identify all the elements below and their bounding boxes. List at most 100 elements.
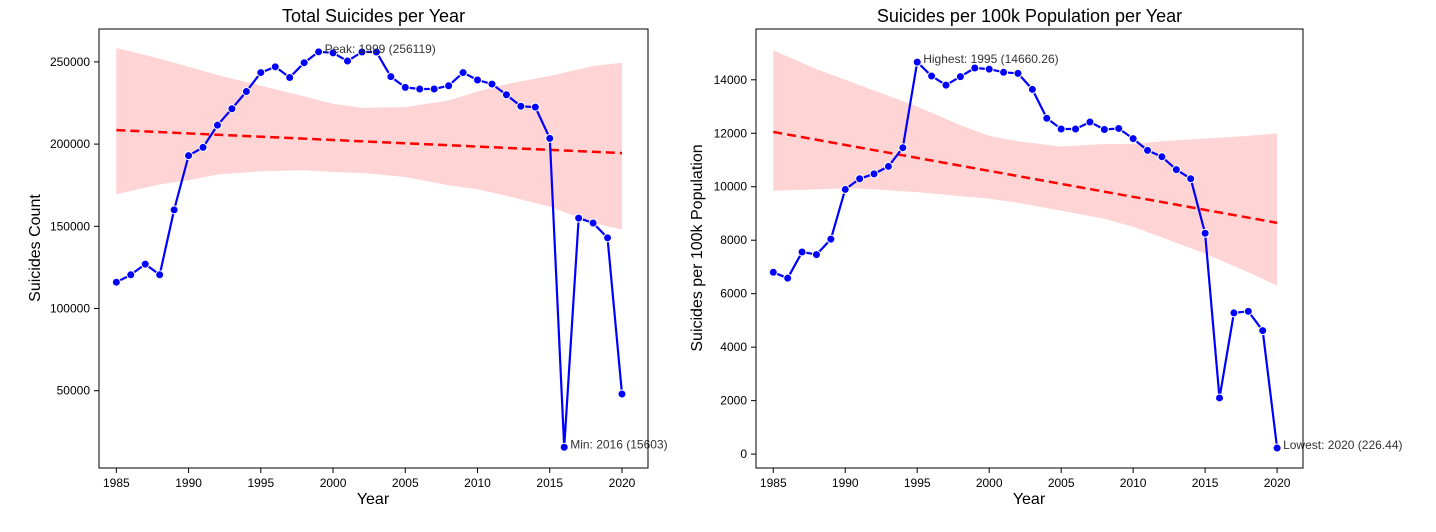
data-point bbox=[1000, 68, 1008, 76]
x-tick-label: 1985 bbox=[760, 476, 787, 490]
y-tick-label: 10000 bbox=[714, 180, 748, 194]
x-tick-label: 2010 bbox=[464, 476, 491, 490]
y-tick-label: 12000 bbox=[714, 126, 748, 140]
data-point bbox=[170, 206, 178, 214]
data-point bbox=[812, 251, 820, 259]
confidence-band bbox=[773, 50, 1277, 285]
chart-suicides-per-100k: Highest: 1995 (14660.26) Lowest: 2020 (22… bbox=[689, 6, 1403, 508]
data-point bbox=[841, 185, 849, 193]
y-tick-label: 200000 bbox=[50, 137, 90, 151]
data-point bbox=[913, 58, 921, 66]
y-tick-label: 4000 bbox=[720, 340, 747, 354]
x-tick-layer: 1985 1990 1995 2000 2005 2010 2015 2020 bbox=[760, 468, 1291, 490]
data-point bbox=[1230, 309, 1238, 317]
data-point bbox=[928, 72, 936, 80]
data-point bbox=[1086, 118, 1094, 126]
x-tick-label: 2020 bbox=[1264, 476, 1291, 490]
data-point bbox=[1187, 175, 1195, 183]
data-point bbox=[589, 219, 597, 227]
data-point bbox=[575, 214, 583, 222]
data-point bbox=[185, 152, 193, 160]
x-tick-label: 2005 bbox=[392, 476, 419, 490]
x-tick-layer: 1985 1990 1995 2000 2005 2010 2015 2020 bbox=[103, 468, 636, 490]
annotation-label: Min: 2016 (15603) bbox=[570, 437, 667, 451]
chart-total-suicides: Peak: 1999 (256119) Min: 2016 (15603) 198… bbox=[27, 6, 668, 508]
data-point bbox=[213, 121, 221, 129]
data-point bbox=[1072, 125, 1080, 133]
data-point bbox=[387, 73, 395, 81]
y-tick-label: 14000 bbox=[714, 73, 748, 87]
data-point bbox=[1273, 444, 1281, 452]
data-point bbox=[956, 73, 964, 81]
data-point bbox=[1129, 135, 1137, 143]
data-point bbox=[430, 85, 438, 93]
y-tick-label: 150000 bbox=[50, 219, 90, 233]
data-point bbox=[315, 48, 323, 56]
x-tick-label: 1990 bbox=[175, 476, 202, 490]
annotation-label: Highest: 1995 (14660.26) bbox=[923, 52, 1058, 66]
data-point bbox=[1172, 166, 1180, 174]
data-point bbox=[884, 162, 892, 170]
confidence-band-layer bbox=[773, 50, 1277, 285]
data-point bbox=[459, 69, 467, 77]
x-tick-label: 2000 bbox=[320, 476, 347, 490]
data-point bbox=[604, 234, 612, 242]
x-tick-label: 2015 bbox=[536, 476, 563, 490]
data-point bbox=[798, 248, 806, 256]
x-tick-label: 1985 bbox=[103, 476, 130, 490]
data-point bbox=[1115, 124, 1123, 132]
x-axis-label: Year bbox=[1013, 491, 1046, 508]
data-point bbox=[1144, 146, 1152, 154]
data-point bbox=[827, 235, 835, 243]
data-point bbox=[1158, 153, 1166, 161]
data-point bbox=[531, 103, 539, 111]
data-point bbox=[856, 175, 864, 183]
data-point bbox=[401, 83, 409, 91]
data-point bbox=[1201, 229, 1209, 237]
x-tick-label: 2015 bbox=[1192, 476, 1219, 490]
data-point bbox=[1014, 69, 1022, 77]
chart-title: Total Suicides per Year bbox=[282, 6, 465, 26]
data-point bbox=[271, 63, 279, 71]
x-tick-label: 2010 bbox=[1120, 476, 1147, 490]
chart-title: Suicides per 100k Population per Year bbox=[877, 6, 1182, 26]
data-point bbox=[228, 105, 236, 113]
data-point bbox=[1259, 327, 1267, 335]
data-point bbox=[286, 74, 294, 82]
data-point bbox=[1244, 307, 1252, 315]
y-tick-layer: 02000400060008000100001200014000 bbox=[714, 73, 756, 461]
y-tick-label: 0 bbox=[740, 447, 747, 461]
data-point bbox=[870, 170, 878, 178]
y-axis-label: Suicides Count bbox=[27, 194, 44, 302]
data-point bbox=[141, 260, 149, 268]
data-point bbox=[560, 443, 568, 451]
y-tick-label: 250000 bbox=[50, 55, 90, 69]
data-point bbox=[899, 144, 907, 152]
data-point bbox=[1100, 126, 1108, 134]
data-point bbox=[1043, 114, 1051, 122]
data-point bbox=[127, 271, 135, 279]
x-tick-label: 1990 bbox=[832, 476, 859, 490]
data-point bbox=[784, 274, 792, 282]
data-point bbox=[343, 57, 351, 65]
data-point bbox=[769, 268, 777, 276]
annotation-layer: Highest: 1995 (14660.26) Lowest: 2020 (22… bbox=[923, 52, 1402, 452]
x-tick-label: 2000 bbox=[976, 476, 1003, 490]
data-point bbox=[1057, 125, 1065, 133]
data-point bbox=[156, 271, 164, 279]
data-point bbox=[242, 87, 250, 95]
x-tick-label: 2005 bbox=[1048, 476, 1075, 490]
data-point bbox=[985, 65, 993, 73]
y-tick-label: 50000 bbox=[57, 384, 91, 398]
x-tick-label: 2020 bbox=[609, 476, 636, 490]
data-point bbox=[1216, 394, 1224, 402]
annotation-label: Lowest: 2020 (226.44) bbox=[1283, 438, 1402, 452]
data-point bbox=[502, 91, 510, 99]
y-tick-label: 8000 bbox=[720, 233, 747, 247]
x-tick-label: 1995 bbox=[904, 476, 931, 490]
data-point bbox=[112, 278, 120, 286]
data-point bbox=[517, 102, 525, 110]
data-point bbox=[257, 69, 265, 77]
data-point bbox=[199, 143, 207, 151]
